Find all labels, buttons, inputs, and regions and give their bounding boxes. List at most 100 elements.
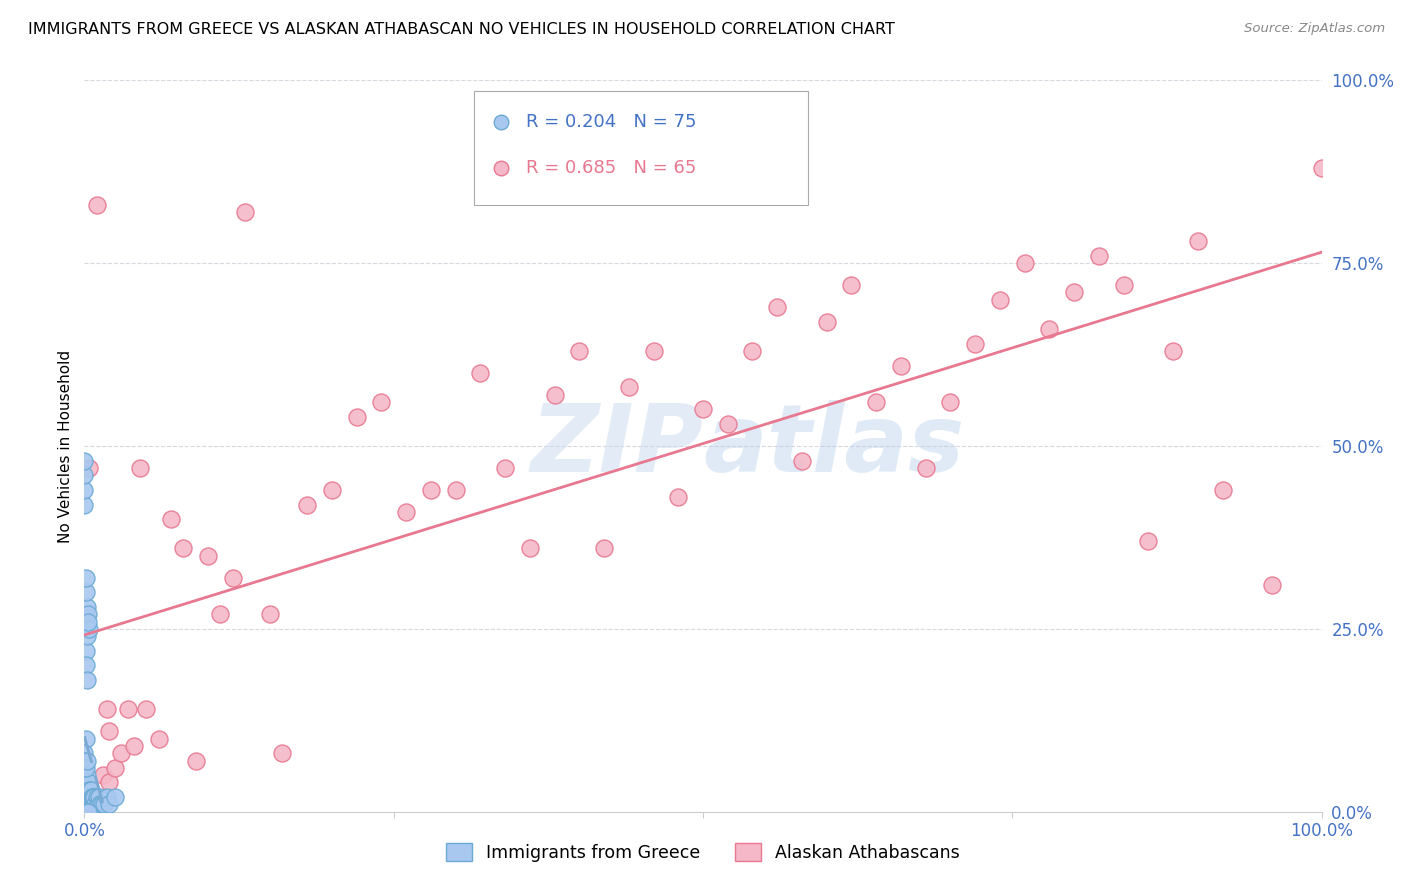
Point (79, 461, 101, 475)
Point (939, 395, 962, 409)
Point (86, 197, 108, 211)
Point (93, 797, 115, 812)
Point (914, 461, 936, 475)
Point (77, 790, 100, 805)
Point (494, 461, 516, 475)
Point (470, 366, 492, 380)
Point (75, 782, 97, 797)
Point (89, 797, 111, 812)
Point (77, 805, 100, 819)
Point (766, 300, 789, 314)
Point (75, 805, 97, 819)
Point (80, 790, 103, 805)
Point (89, 790, 111, 805)
Point (271, 746, 294, 760)
Point (83, 790, 105, 805)
Point (75, 658, 97, 673)
Point (90, 797, 112, 812)
Point (1088, 249, 1111, 263)
Point (75, 805, 97, 819)
Point (259, 607, 281, 622)
Point (73, 498, 96, 512)
Point (76, 599, 98, 614)
Point (79, 790, 101, 805)
Point (73, 805, 96, 819)
Point (75, 797, 97, 812)
Text: atlas: atlas (703, 400, 965, 492)
Point (73, 761, 96, 775)
Point (295, 498, 318, 512)
Point (75, 782, 97, 797)
Text: Source: ZipAtlas.com: Source: ZipAtlas.com (1244, 22, 1385, 36)
Point (75, 615, 97, 629)
Point (79, 790, 101, 805)
Point (1137, 534, 1160, 549)
Point (76, 797, 98, 812)
Text: R = 0.204   N = 75: R = 0.204 N = 75 (526, 113, 696, 131)
Point (491, 115, 513, 129)
Point (75, 585, 97, 599)
Point (617, 380, 640, 394)
Point (965, 336, 987, 351)
Point (1261, 578, 1284, 592)
Point (643, 343, 665, 358)
Point (172, 541, 194, 556)
Point (370, 395, 392, 409)
Point (75, 775, 97, 789)
Point (110, 746, 132, 760)
Point (73, 782, 96, 797)
Point (76, 775, 98, 789)
Point (73, 775, 96, 789)
Point (491, 161, 513, 175)
Point (73, 768, 96, 782)
Point (73, 790, 96, 805)
Point (129, 461, 152, 475)
Point (1112, 278, 1135, 293)
Point (76, 754, 98, 768)
Point (184, 754, 207, 768)
Text: IMMIGRANTS FROM GREECE VS ALASKAN ATHABASCAN NO VEHICLES IN HOUSEHOLD CORRELATIO: IMMIGRANTS FROM GREECE VS ALASKAN ATHABA… (28, 22, 896, 37)
Point (1014, 256, 1036, 270)
Point (77, 797, 100, 812)
Text: ZIP: ZIP (530, 400, 703, 492)
Point (98, 724, 121, 739)
Point (519, 541, 541, 556)
Point (76, 782, 98, 797)
Point (75, 644, 97, 658)
Point (122, 739, 145, 753)
Point (75, 571, 97, 585)
Point (741, 343, 763, 358)
Point (75, 775, 97, 789)
Point (692, 402, 714, 417)
Point (98, 775, 121, 789)
Point (82, 790, 104, 805)
Point (197, 549, 219, 563)
Point (76, 805, 98, 819)
Point (419, 483, 441, 497)
Point (1063, 285, 1085, 300)
Point (988, 293, 1011, 307)
Point (75, 790, 97, 805)
Point (865, 395, 887, 409)
Point (79, 622, 101, 636)
Point (717, 417, 740, 431)
Point (73, 483, 96, 497)
Point (815, 315, 838, 329)
Point (841, 278, 863, 293)
Point (73, 805, 96, 819)
Point (76, 805, 98, 819)
Point (89, 797, 111, 812)
Point (346, 409, 368, 424)
Point (84, 797, 107, 812)
Point (73, 797, 96, 812)
Point (77, 775, 100, 789)
Point (666, 490, 689, 504)
Point (87, 797, 110, 812)
Point (76, 673, 98, 687)
Text: R = 0.685   N = 65: R = 0.685 N = 65 (526, 159, 696, 177)
Point (790, 453, 813, 467)
Point (82, 790, 104, 805)
Point (148, 731, 170, 746)
Point (79, 782, 101, 797)
Point (104, 790, 127, 805)
